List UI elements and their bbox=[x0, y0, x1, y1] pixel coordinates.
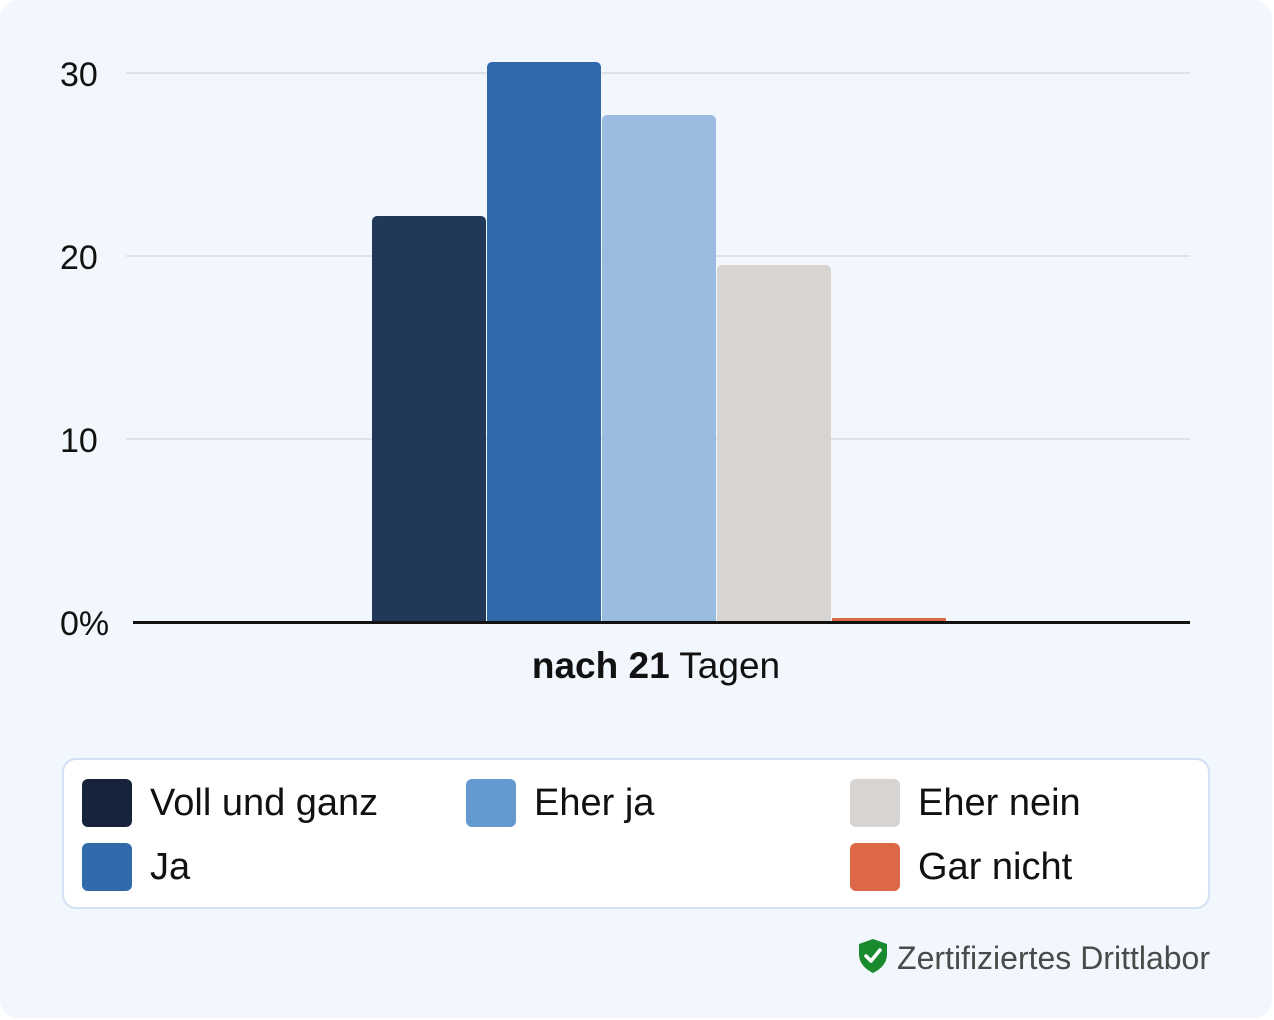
bar-eher-ja[interactable] bbox=[602, 115, 716, 622]
legend: Voll und ganz Ja Eher ja Eher nein Gar n… bbox=[62, 758, 1210, 909]
legend-item-voll-und-ganz[interactable]: Voll und ganz bbox=[82, 778, 378, 828]
gridline-30 bbox=[126, 72, 1190, 74]
legend-swatch bbox=[850, 779, 900, 827]
x-axis-label-bold: nach 21 bbox=[531, 645, 670, 686]
shield-check-icon bbox=[857, 938, 889, 979]
legend-label: Eher nein bbox=[918, 782, 1081, 824]
x-axis-baseline bbox=[133, 621, 1190, 624]
bar-voll-und-ganz[interactable] bbox=[372, 215, 486, 622]
legend-swatch bbox=[850, 843, 900, 891]
legend-item-eher-nein[interactable]: Eher nein bbox=[850, 778, 1081, 828]
legend-swatch bbox=[82, 779, 132, 827]
legend-item-gar-nicht[interactable]: Gar nicht bbox=[850, 842, 1072, 892]
y-tick-label: 0% bbox=[60, 605, 110, 643]
legend-swatch bbox=[466, 779, 516, 827]
legend-item-ja[interactable]: Ja bbox=[82, 842, 190, 892]
bar-ja[interactable] bbox=[487, 62, 601, 622]
bar-eher-nein[interactable] bbox=[717, 265, 831, 622]
legend-label: Voll und ganz bbox=[150, 782, 379, 824]
certification-badge: Zertifiziertes Drittlabor bbox=[857, 938, 1210, 979]
bar-gar-nicht[interactable] bbox=[832, 618, 946, 622]
legend-swatch bbox=[82, 843, 132, 891]
y-tick-label: 20 bbox=[60, 239, 98, 277]
legend-label: Ja bbox=[150, 846, 191, 888]
certification-text: Zertifiziertes Drittlabor bbox=[897, 940, 1210, 976]
plot-area: 30 20 10 0% nach 21 Tagen bbox=[0, 56, 1274, 687]
y-tick-label: 10 bbox=[60, 422, 98, 460]
x-axis-label: nach 21 Tagen bbox=[0, 645, 1274, 687]
legend-item-eher-ja[interactable]: Eher ja bbox=[466, 778, 654, 828]
legend-label: Eher ja bbox=[534, 782, 655, 824]
y-tick-label: 30 bbox=[60, 56, 98, 94]
x-axis-label-regular: Tagen bbox=[679, 645, 781, 686]
legend-label: Gar nicht bbox=[918, 846, 1073, 888]
